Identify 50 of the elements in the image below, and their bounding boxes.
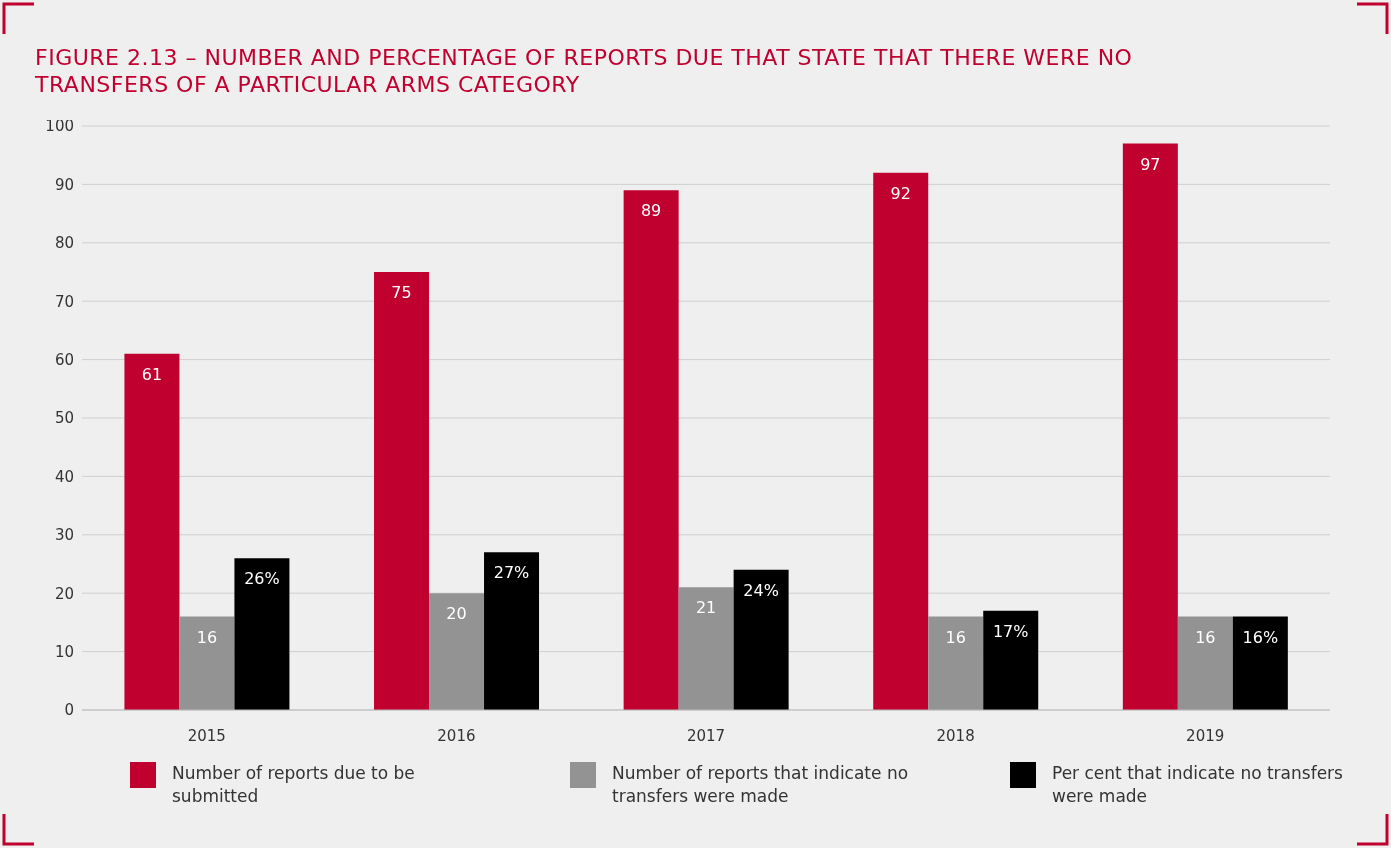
- y-tick-label: 70: [54, 292, 74, 311]
- y-tick-label: 100: [45, 117, 74, 136]
- x-tick-label: 2017: [686, 726, 726, 745]
- legend-label: Per cent that indicate no transfers were made: [1052, 762, 1344, 808]
- bar: [733, 569, 789, 710]
- y-tick-label: 90: [54, 175, 74, 194]
- x-tick-label: 2016: [437, 726, 476, 745]
- x-tick-label: 2015: [187, 726, 226, 745]
- bar: [1232, 616, 1288, 710]
- bar: [678, 587, 734, 710]
- data-label: 61: [141, 364, 163, 384]
- y-tick-label: 20: [54, 584, 74, 603]
- data-label: 89: [640, 201, 662, 221]
- bar: [928, 616, 984, 710]
- data-label: 16: [196, 627, 218, 647]
- bar: [873, 172, 929, 710]
- bar: [484, 552, 540, 710]
- data-label: 16: [1195, 627, 1216, 647]
- data-label: 75: [391, 283, 412, 302]
- data-label: 17%: [992, 621, 1029, 641]
- y-tick-label: 30: [54, 526, 74, 545]
- y-tick-label: 60: [54, 350, 74, 369]
- bar: [234, 558, 290, 710]
- x-tick-label: 2019: [1186, 726, 1225, 745]
- bar: [1177, 616, 1233, 710]
- bar: [124, 353, 180, 710]
- bar: [429, 593, 485, 710]
- y-tick-label: 10: [54, 642, 74, 661]
- data-label: 92: [890, 183, 911, 203]
- data-label: 16: [945, 627, 966, 647]
- data-label: 97: [1140, 154, 1161, 174]
- bar: [179, 616, 235, 710]
- data-label: 21: [695, 598, 717, 618]
- bar: [1122, 143, 1178, 710]
- chart-title: FIGURE 2.13 – NUMBER AND PERCENTAGE OF REPORTS DUE THAT STATE THAT THERE WERE NO TRANSFERS OF A PARTICULAR ARMS CATEGORY: [35, 44, 1134, 98]
- data-label: 26%: [244, 569, 280, 589]
- data-label: 24%: [743, 580, 779, 600]
- bar: [374, 272, 430, 710]
- y-tick-label: 0: [64, 701, 74, 720]
- legend-label: Number of reports due to be submitted: [172, 762, 416, 808]
- data-label: 27%: [493, 563, 530, 583]
- bar: [623, 190, 679, 710]
- legend-label: Number of reports that indicate no transfers were made: [612, 762, 910, 808]
- data-label: 16%: [1242, 627, 1279, 647]
- y-tick-label: 50: [54, 409, 74, 428]
- bar: [983, 610, 1039, 710]
- y-tick-label: 40: [54, 467, 74, 486]
- data-label: 20: [446, 604, 467, 624]
- x-tick-label: 2018: [936, 726, 975, 745]
- y-tick-label: 80: [54, 234, 74, 253]
